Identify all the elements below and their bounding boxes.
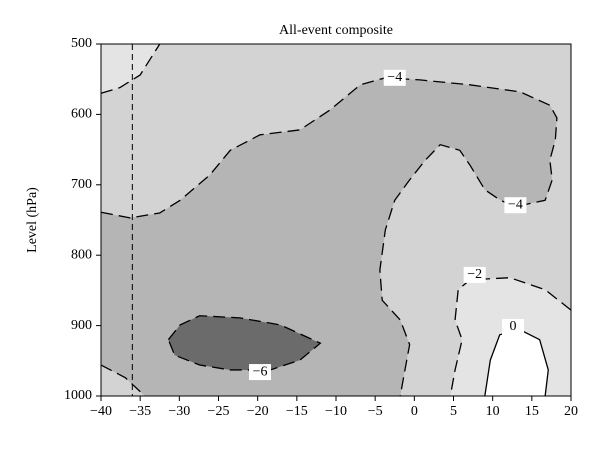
contour-region <box>101 44 160 94</box>
contour-region <box>484 329 549 396</box>
contour-label-box <box>504 197 527 214</box>
contour-label: −4 <box>508 197 523 212</box>
y-tick-label: 800 <box>71 247 92 262</box>
x-tick-label: −40 <box>90 404 112 419</box>
x-tick-label: −35 <box>129 404 151 419</box>
contour-label-box <box>249 364 272 381</box>
contour-region <box>168 315 321 370</box>
chart-title: All-event composite <box>279 23 393 38</box>
x-tick-label: 15 <box>525 404 539 419</box>
y-tick-label: 700 <box>71 177 92 192</box>
contour-line <box>100 364 146 397</box>
y-axis-label: Level (hPa) <box>25 187 40 253</box>
contour-label-box <box>502 319 525 336</box>
contour-line <box>167 315 322 371</box>
contour-line <box>100 43 161 94</box>
contour-label: −2 <box>467 267 482 282</box>
x-tick-label: −15 <box>286 404 308 419</box>
x-tick-label: 0 <box>411 404 418 419</box>
x-tick-label: −5 <box>368 404 383 419</box>
contour-line <box>449 277 572 397</box>
y-tick-label: 900 <box>71 318 92 333</box>
x-tick-label: −25 <box>208 404 230 419</box>
y-tick-label: 1000 <box>64 388 92 403</box>
x-tick-label: 10 <box>486 404 500 419</box>
x-tick-label: 20 <box>564 404 578 419</box>
contour-line <box>100 77 558 397</box>
x-tick-label: −20 <box>247 404 269 419</box>
contour-label: −4 <box>387 70 402 85</box>
y-tick-label: 600 <box>71 107 92 122</box>
contour-label: −6 <box>253 364 268 379</box>
x-tick-label: −30 <box>168 404 190 419</box>
contour-label-box <box>463 266 486 283</box>
x-tick-label: −10 <box>325 404 347 419</box>
x-tick-label: 5 <box>450 404 457 419</box>
contour-label-box <box>383 69 406 86</box>
y-tick-label: 500 <box>71 36 92 51</box>
contour-label: 0 <box>510 319 517 334</box>
